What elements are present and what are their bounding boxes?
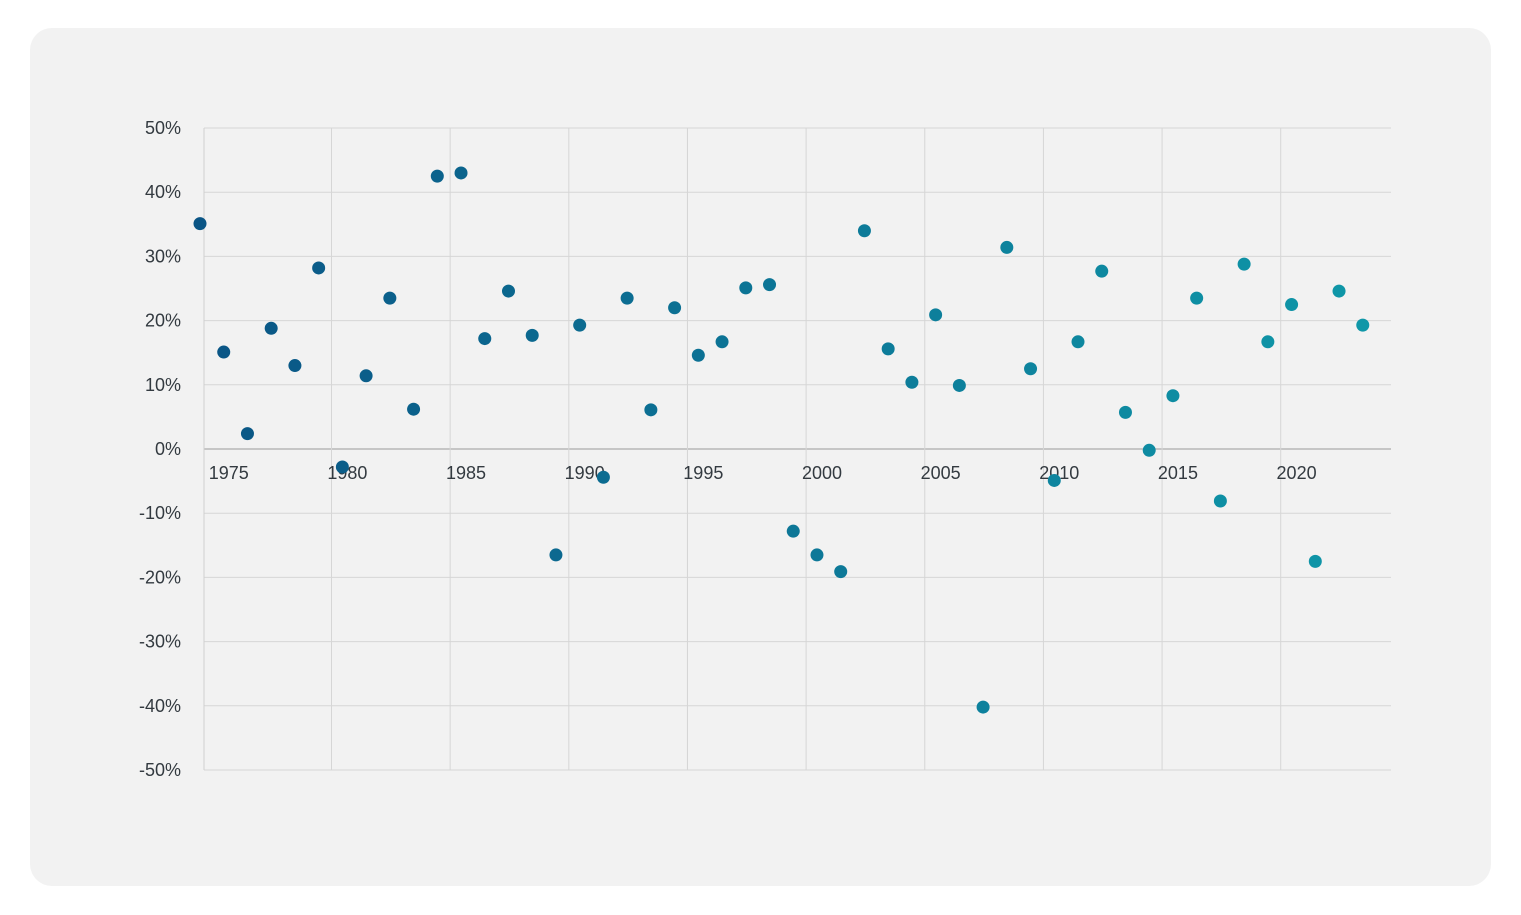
data-point — [240, 427, 254, 441]
data-point — [881, 342, 895, 356]
data-point — [1356, 318, 1370, 332]
tick-labels: 50% 40% 30% 20% 10% 0% -10% -20% -30% -40% -50% 197… — [139, 118, 1317, 780]
data-point — [1071, 335, 1085, 349]
data-point — [1285, 298, 1299, 312]
y-tick-label: 20% — [145, 311, 181, 331]
data-point — [1166, 389, 1180, 403]
data-point — [763, 278, 777, 292]
data-point — [810, 548, 824, 562]
y-tick-label: 30% — [145, 246, 181, 266]
y-tick-label: -30% — [139, 632, 181, 652]
data-point — [1190, 291, 1204, 305]
data-point — [596, 470, 610, 484]
y-tick-label: 10% — [145, 375, 181, 395]
data-point — [573, 318, 587, 332]
data-point — [739, 281, 753, 295]
data-point — [1047, 473, 1061, 487]
y-tick-label: 40% — [145, 182, 181, 202]
y-tick-label: -50% — [139, 760, 181, 780]
data-point — [952, 378, 966, 392]
data-point — [549, 548, 563, 562]
data-point — [193, 217, 207, 231]
x-tick-label: 2005 — [921, 463, 961, 483]
data-point — [478, 332, 492, 346]
data-point — [525, 328, 539, 342]
data-point — [1332, 284, 1346, 298]
data-point — [644, 403, 658, 417]
grid — [203, 127, 1391, 771]
y-tick-label: -20% — [139, 567, 181, 587]
data-point — [668, 301, 682, 315]
data-points — [193, 166, 1370, 714]
data-point — [1308, 554, 1322, 568]
data-point — [1095, 264, 1109, 278]
x-tick-label: 2020 — [1277, 463, 1317, 483]
x-tick-label: 1990 — [565, 463, 605, 483]
data-point — [430, 169, 444, 183]
data-point — [1024, 362, 1038, 376]
data-point — [1213, 494, 1227, 508]
data-point — [1237, 257, 1251, 271]
data-point — [1142, 443, 1156, 457]
y-tick-label: 0% — [155, 439, 181, 459]
data-point — [1261, 335, 1275, 349]
data-point — [264, 321, 278, 335]
data-point — [929, 308, 943, 322]
y-tick-label: -40% — [139, 696, 181, 716]
y-tick-label: 50% — [145, 118, 181, 138]
chart-card — [30, 28, 1491, 886]
data-point — [1118, 405, 1132, 419]
data-point — [335, 460, 349, 474]
x-tick-label: 2015 — [1158, 463, 1198, 483]
x-tick-label: 1995 — [683, 463, 723, 483]
data-point — [905, 375, 919, 389]
data-point — [383, 291, 397, 305]
data-point — [1000, 240, 1014, 254]
data-point — [312, 261, 326, 275]
data-point — [976, 700, 990, 714]
x-tick-label: 1985 — [446, 463, 486, 483]
data-point — [857, 224, 871, 238]
x-tick-label: 2000 — [802, 463, 842, 483]
data-point — [620, 291, 634, 305]
data-point — [288, 359, 302, 373]
data-point — [834, 565, 848, 579]
data-point — [786, 524, 800, 538]
data-point — [359, 369, 373, 383]
data-point — [217, 345, 231, 359]
x-tick-label: 1975 — [209, 463, 249, 483]
data-point — [407, 402, 421, 416]
y-tick-label: -10% — [139, 503, 181, 523]
data-point — [454, 166, 468, 180]
data-point — [715, 335, 729, 349]
data-point — [691, 348, 705, 362]
data-point — [501, 284, 515, 298]
